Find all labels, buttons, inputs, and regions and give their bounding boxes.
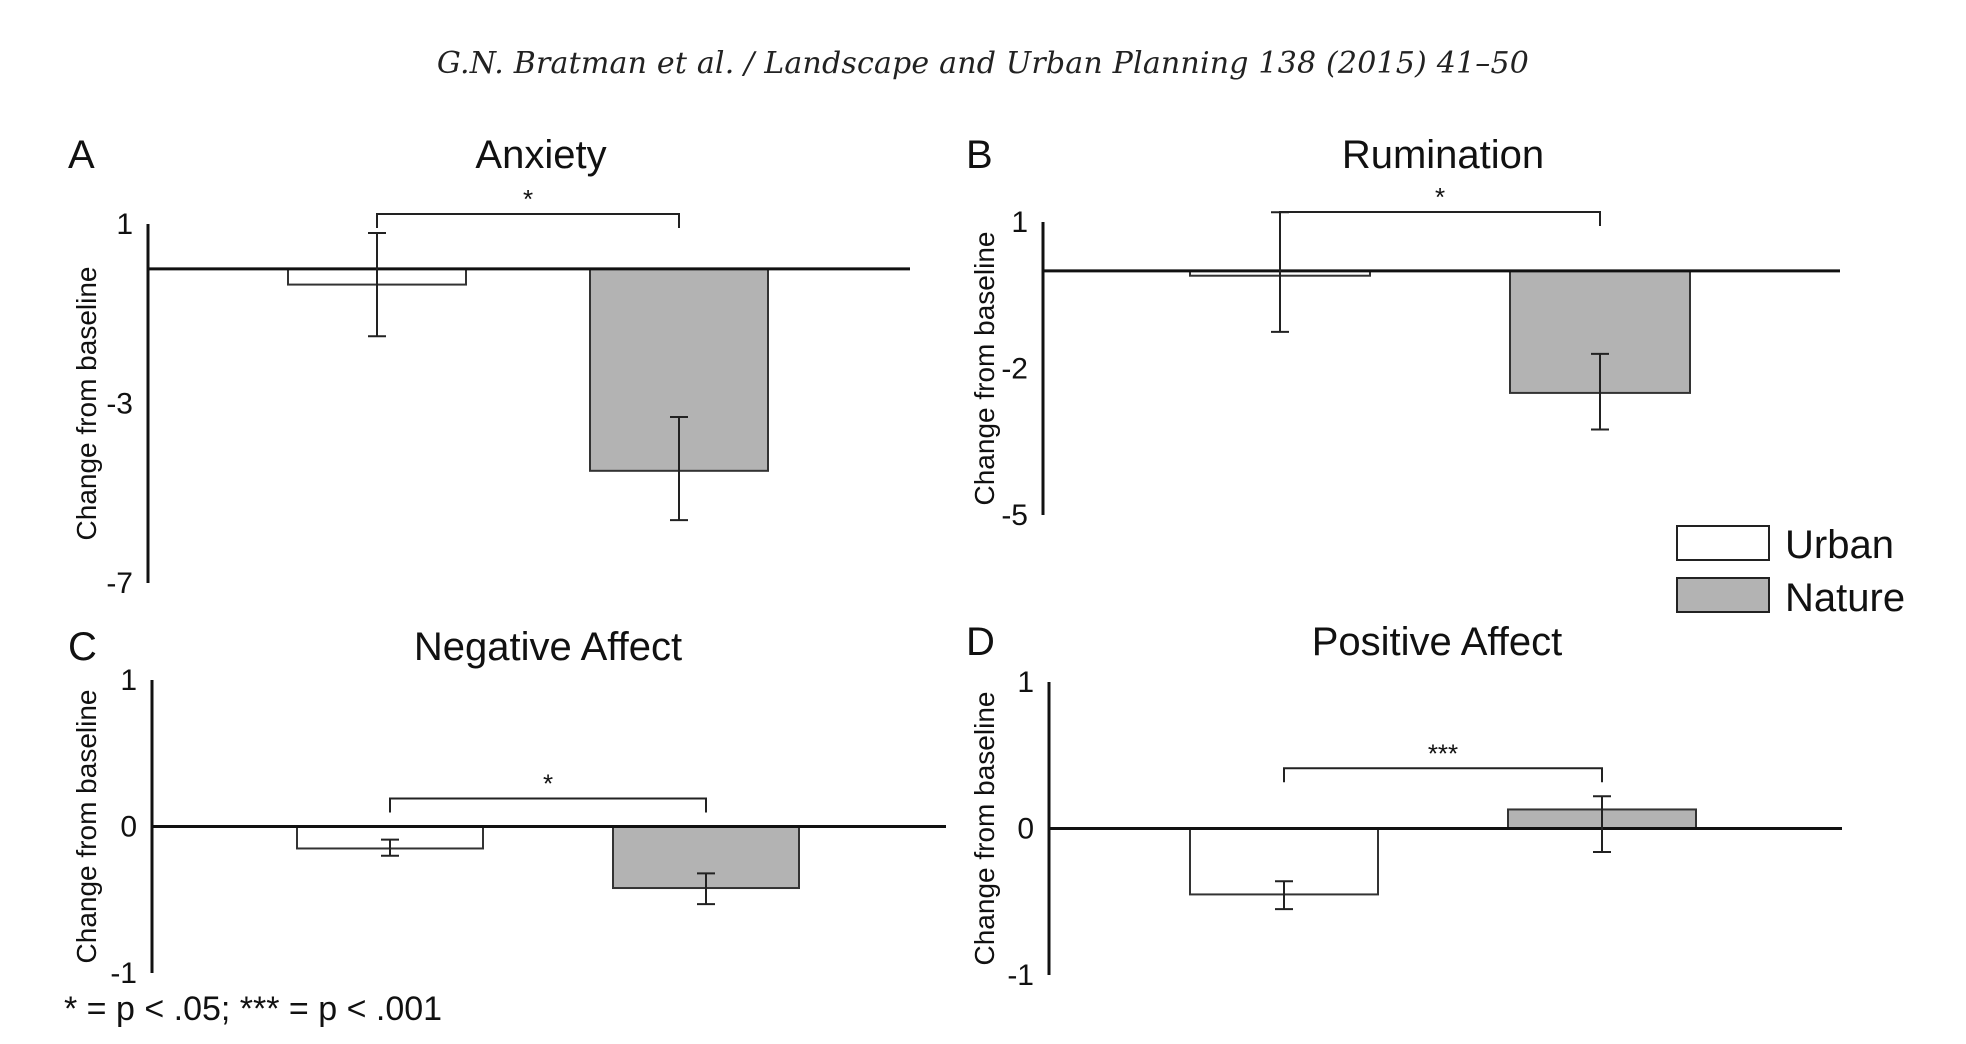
legend: Urban Nature bbox=[1676, 523, 1905, 620]
legend-swatch-urban bbox=[1676, 525, 1770, 561]
y-tick-label: -1 bbox=[110, 957, 137, 990]
error-bar-nature bbox=[697, 872, 715, 906]
panel-a: A Anxiety Change from baseline 1 -3 -7 * bbox=[68, 133, 910, 600]
panel-letter: D bbox=[966, 620, 995, 664]
y-axis-label: Change from baseline bbox=[71, 690, 102, 964]
panel-letter: C bbox=[68, 625, 97, 669]
y-axis-label: Change from baseline bbox=[969, 692, 1000, 966]
significance-bracket bbox=[389, 797, 707, 813]
significance-label: * bbox=[523, 184, 533, 214]
y-tick-label: -5 bbox=[1001, 499, 1028, 532]
error-bar-urban bbox=[1275, 880, 1293, 911]
y-tick-label: 1 bbox=[120, 664, 137, 697]
significance-label: * bbox=[543, 769, 553, 799]
error-bar-urban bbox=[368, 231, 386, 338]
y-tick-label: -1 bbox=[1007, 959, 1034, 992]
panel-letter: B bbox=[966, 133, 993, 177]
significance-bracket bbox=[1279, 211, 1601, 226]
y-tick-label: -7 bbox=[106, 567, 133, 600]
error-bar-nature bbox=[1593, 795, 1611, 853]
chart-title: Anxiety bbox=[475, 133, 606, 177]
y-tick-label: 0 bbox=[1017, 813, 1034, 846]
panel-b: B Rumination Change from baseline 1 -2 -5 * bbox=[966, 133, 1840, 532]
y-tick-label: 1 bbox=[1011, 206, 1028, 239]
significance-bracket bbox=[376, 213, 680, 228]
legend-label-nature: Nature bbox=[1785, 576, 1905, 620]
significance-label: * bbox=[1435, 182, 1445, 212]
y-tick-label: 0 bbox=[120, 811, 137, 844]
y-tick-label: 1 bbox=[1017, 666, 1034, 699]
significance-label: *** bbox=[1428, 738, 1458, 768]
panels: A Anxiety Change from baseline 1 -3 -7 * B Rumin… bbox=[68, 133, 1842, 992]
panel-d: D Positive Affect Change from baseline 1 0 -1… bbox=[966, 620, 1842, 992]
significance-footnote: * = p < .05; *** = p < .001 bbox=[64, 990, 443, 1028]
error-bar-nature bbox=[670, 415, 688, 522]
y-tick-label: -2 bbox=[1001, 353, 1028, 386]
y-axis-label: Change from baseline bbox=[969, 232, 1000, 506]
y-tick-label: 1 bbox=[116, 208, 133, 241]
chart-title: Positive Affect bbox=[1312, 620, 1563, 664]
legend-label-urban: Urban bbox=[1785, 523, 1894, 567]
chart-title: Negative Affect bbox=[414, 625, 682, 669]
y-tick-label: -3 bbox=[106, 388, 133, 421]
page-header: G.N. Bratman et al. / Landscape and Urba… bbox=[436, 46, 1530, 81]
legend-swatch-nature bbox=[1676, 577, 1770, 613]
error-bar-urban bbox=[381, 838, 399, 857]
error-bar-nature bbox=[1591, 352, 1609, 431]
y-axis-label: Change from baseline bbox=[71, 267, 102, 541]
chart-title: Rumination bbox=[1342, 133, 1544, 177]
panel-letter: A bbox=[68, 133, 95, 177]
significance-bracket bbox=[1283, 767, 1603, 783]
panel-c: C Negative Affect Change from baseline 1 0 -1… bbox=[68, 625, 946, 990]
